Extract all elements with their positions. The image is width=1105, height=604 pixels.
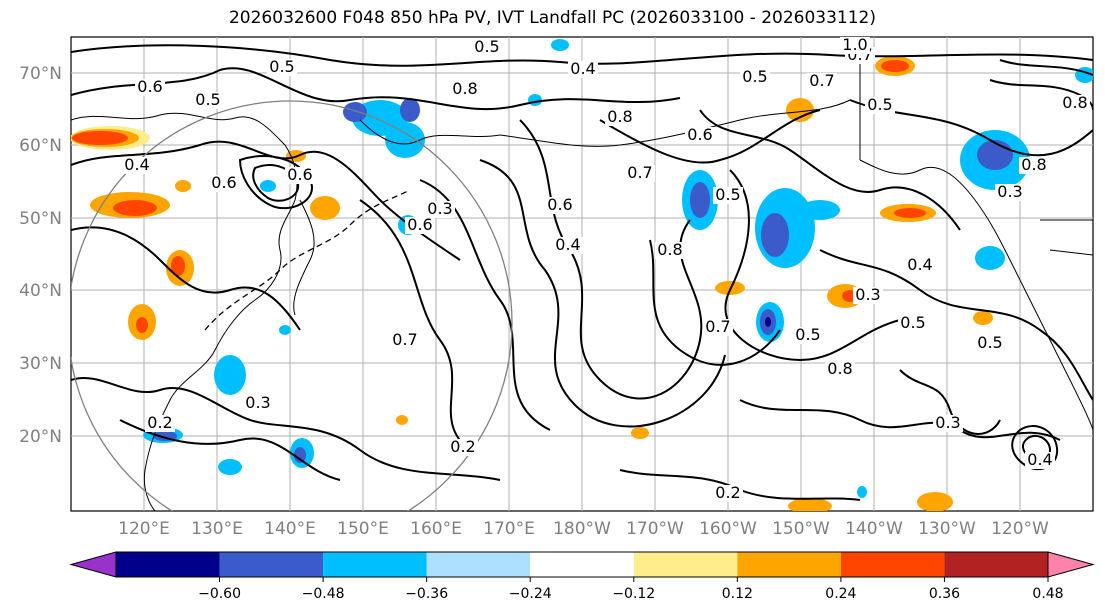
lon-label: 150°W — [772, 519, 830, 539]
lat-label: 20°N — [19, 427, 62, 447]
contour-label: 0.5 — [195, 90, 220, 109]
lon-label: 140°W — [845, 519, 903, 539]
contour-label: 0.5 — [900, 313, 925, 332]
contour-label: 0.5 — [269, 57, 294, 76]
colorbar-tick-label: −0.36 — [405, 586, 448, 602]
pv-shading — [71, 39, 1093, 511]
colorbar-tick-label: −0.48 — [302, 586, 345, 602]
lon-label: 130°E — [191, 519, 243, 539]
contour-label: 0.8 — [657, 240, 682, 259]
colorbar-box — [323, 552, 427, 577]
contour-label: 0.3 — [997, 182, 1022, 201]
lon-label: 140°E — [264, 519, 316, 539]
colorbar-tick-label: −0.60 — [198, 586, 241, 602]
colorbar-tick-label: 0.24 — [825, 586, 856, 602]
contour-label: 0.6 — [547, 195, 572, 214]
contour-label: 0.6 — [211, 173, 236, 192]
contour-label: 0.6 — [287, 165, 312, 184]
contour-label: 0.4 — [570, 59, 595, 78]
contour-label: 0.4 — [555, 235, 580, 254]
contour-label: 0.8 — [607, 107, 632, 126]
lat-label: 70°N — [19, 64, 62, 84]
map-title: 2026032600 F048 850 hPa PV, IVT Landfall… — [228, 8, 876, 28]
contour-label: 0.8 — [452, 79, 477, 98]
colorbar-extend-min — [69, 551, 117, 578]
lon-label: 180°W — [553, 519, 611, 539]
contour-label: 0.6 — [407, 215, 432, 234]
longitude-labels: 120°E 130°E 140°E 150°E 160°E 170°E 180°W 170°W… — [118, 519, 1049, 539]
contour-label: 0.7 — [809, 71, 834, 90]
contour-label: 0.8 — [1062, 93, 1087, 112]
colorbar-extend-max — [1047, 551, 1095, 578]
contour-label: 0.2 — [450, 437, 475, 456]
lat-label: 60°N — [19, 136, 62, 156]
contour-label: 1.0 — [842, 35, 867, 54]
lat-label: 40°N — [19, 281, 62, 301]
contour-label: 0.3 — [935, 413, 960, 432]
colorbar-tick-label: 0.36 — [929, 586, 960, 602]
landfall-circle — [71, 100, 513, 511]
contour-label: 0.7 — [392, 330, 417, 349]
colorbar-box — [737, 552, 841, 577]
colorbar-box — [944, 552, 1048, 577]
colorbar-box — [530, 552, 634, 577]
lon-label: 130°W — [918, 519, 976, 539]
lon-label: 150°E — [337, 519, 389, 539]
contour-label: 0.5 — [474, 37, 499, 56]
pv-contours — [71, 44, 1093, 501]
dashed-boundary — [204, 189, 411, 331]
contour-label: 0.5 — [977, 333, 1002, 352]
colorbar-box — [219, 552, 324, 577]
lat-label: 30°N — [19, 354, 62, 374]
contour-label: 0.4 — [907, 255, 932, 274]
colorbar-tick-label: −0.24 — [509, 586, 552, 602]
contour-label: 0.4 — [1027, 450, 1052, 469]
colorbar-outline — [115, 551, 1049, 578]
contour-label: 0.2 — [715, 483, 740, 502]
contour-labels: 0.50.40.50.70.50.80.60.50.80.70.60.40.6 0… — [122, 35, 1090, 502]
colorbar-box — [116, 552, 220, 577]
contour-label: 0.4 — [124, 155, 149, 174]
lon-label: 160°W — [699, 519, 757, 539]
contour-label: 0.5 — [742, 67, 767, 86]
contour-label: 0.3 — [855, 285, 880, 304]
lon-label: 120°E — [118, 519, 170, 539]
contour-label: 0.5 — [715, 185, 740, 204]
contour-label: 0.5 — [795, 325, 820, 344]
contour-label: 0.6 — [137, 77, 162, 96]
contour-label: 0.7 — [705, 317, 730, 336]
lon-label: 170°W — [626, 519, 684, 539]
contour-label: 0.8 — [1021, 155, 1046, 174]
colorbar-tick-label: −0.12 — [612, 586, 655, 602]
colorbar: −0.60 −0.48 −0.36 −0.24 −0.12 0.12 0.24 0.36 0.4… — [69, 551, 1095, 602]
lon-label: 120°W — [991, 519, 1049, 539]
contour-label: 0.3 — [427, 199, 452, 218]
contour-label: 0.5 — [867, 95, 892, 114]
latitude-labels: 70°N 60°N 50°N 40°N 30°N 20°N — [19, 64, 62, 447]
colorbar-tick-label: 0.12 — [722, 586, 753, 602]
colorbar-box — [840, 552, 945, 577]
contour-label: 0.8 — [827, 359, 852, 378]
lon-label: 170°E — [483, 519, 535, 539]
contour-label: 0.7 — [627, 163, 652, 182]
colorbar-tick-label: 0.48 — [1032, 586, 1063, 602]
lat-label: 50°N — [19, 209, 62, 229]
contour-label: 0.3 — [245, 393, 270, 412]
contour-label: 0.2 — [147, 413, 172, 432]
lon-label: 160°E — [410, 519, 462, 539]
colorbar-box — [633, 552, 738, 577]
colorbar-box — [426, 552, 531, 577]
contour-label: 0.6 — [687, 125, 712, 144]
